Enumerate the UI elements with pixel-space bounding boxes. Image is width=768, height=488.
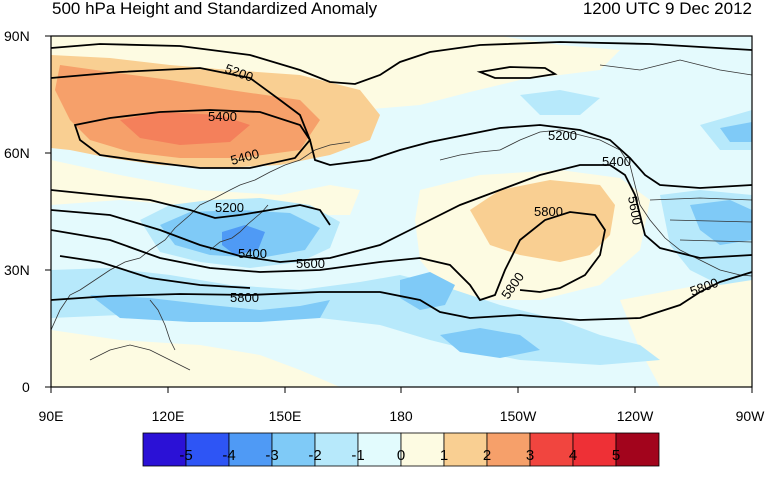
contour-label: 5400 (229, 146, 261, 168)
anomaly-neg-canada-mid (720, 122, 752, 142)
colorbar-box (228, 432, 273, 467)
colorbar-box (572, 432, 617, 467)
colorbar-tick-label: 0 (396, 447, 406, 464)
colorbar-tick-label: -5 (179, 447, 193, 464)
colorbar-box (314, 432, 359, 467)
lon-label: 150W (499, 408, 537, 424)
coastlines (51, 59, 752, 371)
colorbar-tick-label: -4 (222, 447, 236, 464)
contour-5400-loop (51, 67, 752, 189)
anomaly-neg-namerica-mid (690, 200, 752, 245)
lon-label: 180 (389, 408, 413, 424)
arctic-coast (599, 59, 752, 76)
lat-label: 90N (4, 28, 30, 44)
anomaly-neg-dateline-mid (400, 272, 455, 310)
colorbar-tick-label: -1 (351, 447, 365, 464)
contour-5200-north (51, 41, 752, 85)
lon-label: 120W (616, 408, 654, 424)
contour-label: 5400 (208, 109, 237, 124)
map-title: 500 hPa Height and Standardized Anomaly (52, 0, 378, 18)
colorbar-box (443, 432, 488, 467)
contour-label: 5800 (230, 290, 259, 305)
colorbar-box (615, 432, 660, 467)
indonesia-outline (89, 344, 191, 371)
anomaly-neg-subtropic-mid (90, 295, 330, 322)
contour-5200-wpac (51, 189, 331, 226)
contour-5600 (51, 164, 752, 263)
namerica-west-coastline (499, 129, 752, 277)
contour-polar-low (476, 66, 558, 79)
contour-label: 5400 (602, 154, 631, 169)
japan-outline (209, 204, 269, 251)
anomaly-neg-wpac-core (222, 225, 265, 255)
contour-5400-siberia (73, 109, 312, 169)
colorbar (142, 432, 660, 467)
map-timestamp: 1200 UTC 9 Dec 2012 (582, 0, 752, 18)
colorbar-box (400, 432, 445, 467)
state-borders (649, 197, 752, 243)
lon-label: 90W (735, 408, 765, 424)
anomaly-neg-central-pac (440, 328, 540, 358)
colorbar-box (357, 432, 402, 467)
anomaly-pos-light-south (51, 330, 340, 387)
lat-label: 30N (4, 262, 30, 278)
colorbar-tick-label: 2 (482, 447, 492, 464)
colorbar-box (486, 432, 531, 467)
lon-label: 90E (38, 408, 64, 424)
lon-label: 120E (151, 408, 185, 424)
contour-label: 5400 (238, 246, 267, 261)
lat-label: 0 (22, 379, 30, 395)
aleutian-chain (439, 149, 501, 161)
colorbar-tick-label: -2 (308, 447, 322, 464)
height-contours (51, 41, 752, 321)
contour-label: 5600 (296, 256, 325, 271)
map-plot-area: 5200 5400 5400 5200 5400 5600 5800 5200 … (51, 36, 752, 387)
philippines-outline (149, 299, 176, 351)
lat-label: 60N (4, 145, 30, 161)
colorbar-tick-label: 3 (525, 447, 535, 464)
colorbar-tick-label: 5 (611, 447, 621, 464)
anomaly-neg-bering (520, 90, 600, 115)
colorbar-tick-label: 4 (568, 447, 578, 464)
contour-5800-south (51, 271, 752, 321)
lon-label: 150E (268, 408, 302, 424)
contour-5800-ridge (51, 211, 606, 302)
contour-label: 5600 (625, 195, 645, 226)
contour-label: 5200 (215, 200, 244, 215)
axis-ticks (45, 35, 753, 393)
asia-coastline (51, 141, 351, 331)
colorbar-tick-label: -3 (265, 447, 279, 464)
colorbar-tick-label: 1 (439, 447, 449, 464)
colorbar-box (185, 432, 230, 467)
colorbar-box (529, 432, 574, 467)
contour-label: 5800 (534, 204, 563, 219)
contour-label: 5200 (548, 128, 577, 143)
contour-5800-west (59, 255, 251, 289)
contour-label-group: 5200 5400 5400 5200 5400 5600 5800 5200 … (208, 61, 720, 305)
anomaly-pos-siberia-core (120, 112, 250, 145)
